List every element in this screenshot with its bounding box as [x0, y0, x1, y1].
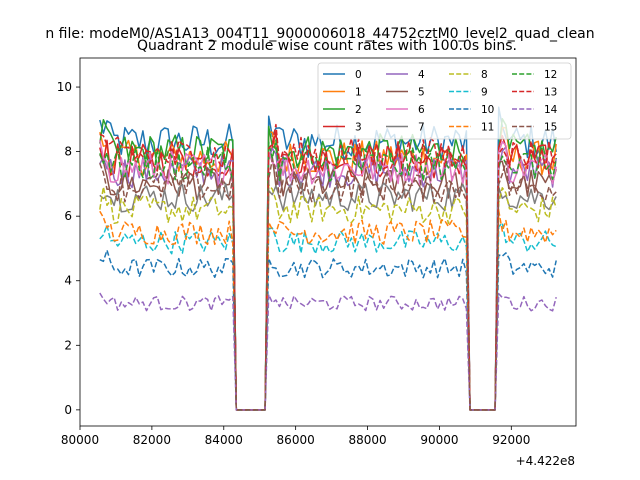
y-tick-label: 10 — [57, 80, 72, 94]
legend-box — [317, 62, 572, 140]
y-tick-label: 4 — [64, 274, 72, 288]
x-tick-label: 88000 — [348, 433, 386, 447]
series-line-5 — [99, 154, 557, 411]
x-tick-label: 82000 — [133, 433, 171, 447]
legend-label-6: 6 — [418, 104, 425, 116]
legend-label-0: 0 — [355, 69, 362, 81]
legend-label-3: 3 — [355, 122, 362, 134]
legend-label-10: 10 — [481, 104, 494, 116]
y-axis: 0 2 4 6 8 10 — [57, 80, 80, 417]
x-tick-label: 90000 — [420, 433, 458, 447]
x-axis: 80000 82000 84000 86000 88000 90000 92000 — [61, 426, 530, 447]
series-line-10 — [99, 249, 557, 411]
y-tick-label: 0 — [64, 403, 72, 417]
x-tick-label: 86000 — [277, 433, 315, 447]
y-tick-label: 8 — [64, 145, 72, 159]
legend-label-1: 1 — [355, 87, 362, 99]
series-line-9 — [99, 222, 557, 411]
series-line-8 — [99, 183, 557, 411]
legend-label-9: 9 — [481, 87, 488, 99]
series-line-14 — [99, 292, 557, 411]
series-line-6 — [99, 140, 557, 411]
chart-title: Quadrant 2 module wise count rates with … — [137, 38, 517, 54]
x-tick-label: 80000 — [61, 433, 99, 447]
legend-label-7: 7 — [418, 122, 425, 134]
legend-label-14: 14 — [544, 104, 558, 116]
legend-label-5: 5 — [418, 87, 425, 99]
series-line-4 — [99, 146, 557, 411]
plot-frame — [79, 57, 577, 427]
x-tick-label: 92000 — [492, 433, 530, 447]
legend-label-12: 12 — [544, 69, 557, 81]
x-offset-label: +4.422e8 — [516, 454, 575, 468]
series-line-13 — [99, 123, 557, 411]
legend-label-11: 11 — [481, 122, 494, 134]
legend-label-8: 8 — [481, 69, 488, 81]
series-line-7 — [99, 181, 557, 411]
figure-suptitle: n file: modeM0/AS1A13_004T11_9000006018_… — [45, 26, 594, 42]
y-tick-label: 2 — [64, 338, 72, 352]
y-tick-label: 6 — [64, 209, 72, 223]
legend-label-4: 4 — [418, 69, 425, 81]
series-line-11 — [99, 209, 557, 411]
series-line-15 — [99, 158, 557, 411]
x-tick-label: 84000 — [205, 433, 243, 447]
legend-label-13: 13 — [544, 87, 557, 99]
plot-area — [99, 106, 557, 411]
legend-label-15: 15 — [544, 122, 557, 134]
legend-label-2: 2 — [355, 104, 362, 116]
